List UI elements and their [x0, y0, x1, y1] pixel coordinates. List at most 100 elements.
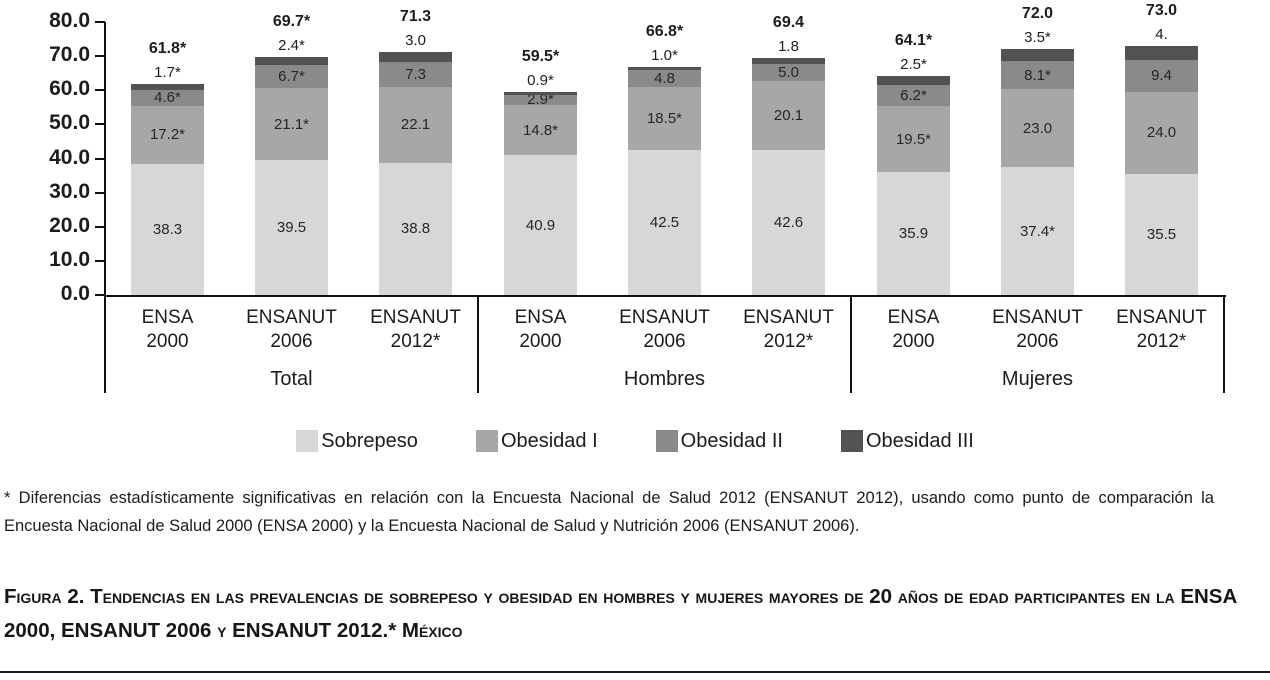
obesidad-iii-value-label: 1.0* [651, 47, 678, 65]
bar-segment-sobrepeso: 35.5 [1125, 173, 1198, 295]
y-axis-tick-label: 40.0 [49, 145, 90, 169]
x-axis-category-label: ENSANUT 2006 [222, 306, 362, 354]
x-axis-line [104, 295, 1226, 297]
x-axis-category-label: ENSANUT 2006 [595, 306, 735, 354]
y-axis-tick [95, 225, 105, 228]
category-label-line: ENSA [887, 307, 940, 328]
bar-total-label: 61.8* [148, 40, 187, 58]
x-axis-category-label: ENSA 2000 [844, 306, 984, 354]
bar-total-label: 69.7* [272, 13, 311, 31]
y-axis-tick [95, 294, 105, 296]
group-divider [477, 297, 479, 393]
y-axis-line [104, 22, 106, 393]
obesidad-iii-value-label: 1.8 [778, 38, 799, 56]
bar-segment-obesidad-ii: 9.4 [1125, 59, 1198, 92]
group-label: Total [270, 368, 313, 390]
legend-swatch [655, 430, 678, 452]
obesidad-iii-value-label: 2.4* [278, 37, 305, 55]
bar-segment-obesidad-iii [379, 52, 452, 63]
category-label-line: ENSA [514, 307, 567, 328]
bar-segment-obesidad-i: 20.1 [752, 81, 825, 150]
bar-segment-obesidad-ii: 6.2* [877, 84, 950, 106]
legend-swatch [296, 430, 319, 452]
category-label-line: 2012* [1136, 331, 1187, 352]
bar-segment-obesidad-ii: 7.3 [379, 62, 452, 88]
legend-label: Obesidad III [865, 429, 974, 452]
category-label-line: ENSANUT [246, 307, 337, 328]
category-label-line: 2000 [519, 331, 562, 352]
bar-segment-obesidad-i: 14.8* [504, 104, 577, 156]
bar-segment-obesidad-ii: 6.7* [255, 65, 328, 89]
obesidad-iii-value-label: 3.5* [1024, 29, 1051, 47]
bar-segment-obesidad-i: 21.1* [255, 88, 328, 161]
y-axis-tick-label: 10.0 [49, 247, 90, 271]
category-label-line: ENSANUT [992, 307, 1083, 328]
bar-segment-obesidad-i: 18.5* [628, 86, 701, 150]
bar-segment-sobrepeso: 38.3 [131, 164, 204, 295]
x-axis-category-label: ENSANUT 2012* [1092, 306, 1232, 354]
y-axis-tick [95, 191, 105, 194]
category-label-line: 2012* [390, 331, 441, 352]
y-axis-tick [95, 55, 105, 58]
y-axis-tick-label: 70.0 [49, 43, 90, 67]
bar-segment-obesidad-iii [877, 76, 950, 85]
bar-segment-obesidad-i: 17.2* [131, 105, 204, 165]
bar-segment-sobrepeso: 42.6 [752, 149, 825, 295]
bar-segment-obesidad-i: 23.0 [1001, 88, 1074, 168]
y-axis-tick [95, 157, 105, 160]
bar-segment-obesidad-iii [504, 91, 577, 96]
bar-segment-obesidad-iii [1001, 49, 1074, 62]
bar-segment-sobrepeso: 39.5 [255, 160, 328, 295]
bar-segment-sobrepeso: 40.9 [504, 155, 577, 295]
category-label-line: 2000 [146, 331, 189, 352]
legend-item: Obesidad II [655, 430, 783, 453]
bar-segment-obesidad-ii: 5.0 [752, 63, 825, 82]
category-label-line: 2006 [643, 331, 686, 352]
bar-total-label: 71.3 [399, 7, 432, 25]
y-axis-tick-label: 80.0 [49, 9, 90, 32]
bar-total-label: 69.4 [772, 14, 805, 32]
bar-segment-sobrepeso: 42.5 [628, 149, 701, 295]
legend-item: Sobrepeso [296, 430, 418, 453]
legend-swatch [840, 430, 863, 452]
chart-legend: Sobrepeso Obesidad I Obesidad II Obesidad I… [0, 428, 1270, 454]
x-axis-category-label: ENSANUT 2012* [719, 306, 859, 354]
category-label-line: ENSANUT [743, 307, 834, 328]
bar-segment-obesidad-ii: 4.6* [131, 89, 204, 106]
group-divider [850, 297, 852, 393]
category-label-line: 2012* [763, 331, 814, 352]
bar-segment-obesidad-iii [1125, 45, 1198, 60]
category-label-line: ENSA [141, 307, 194, 328]
x-axis-category-label: ENSA 2000 [471, 306, 611, 354]
obesidad-iii-value-label: 4. [1155, 25, 1168, 43]
y-axis-tick [95, 259, 105, 262]
obesidad-iii-value-label: 0.9* [527, 71, 554, 89]
y-axis-tick [95, 89, 105, 92]
bar-segment-obesidad-ii: 8.1* [1001, 61, 1074, 89]
bottom-rule [0, 671, 1270, 673]
bar-segment-obesidad-i: 19.5* [877, 105, 950, 173]
category-label-line: ENSANUT [619, 307, 710, 328]
chart: 80.0 70.0 60.0 50.0 40.0 30.0 20.0 10.0 0.0 Total… [49, 1, 1232, 393]
x-axis-category-label: ENSA 2000 [98, 306, 238, 354]
bar-total-label: 73.0 [1145, 1, 1178, 19]
category-label-line: 2000 [892, 331, 935, 352]
bar-segment-obesidad-i: 22.1 [379, 87, 452, 163]
bar-segment-sobrepeso: 38.8 [379, 162, 452, 295]
bar-segment-obesidad-iii [628, 67, 701, 71]
bar-segment-sobrepeso: 35.9 [877, 172, 950, 295]
obesidad-iii-value-label: 3.0 [405, 31, 426, 49]
x-axis-category-label: ENSANUT 2006 [968, 306, 1108, 354]
bar-total-label: 66.8* [645, 23, 684, 41]
bar-total-label: 64.1* [894, 32, 933, 50]
category-label-line: ENSANUT [370, 307, 461, 328]
bar-segment-obesidad-iii [752, 57, 825, 64]
bar-total-label: 59.5* [521, 47, 560, 65]
y-axis-tick-label: 20.0 [49, 213, 90, 237]
legend-label: Obesidad I [500, 429, 598, 452]
x-axis-category-label: ENSANUT 2012* [346, 306, 486, 354]
group-label: Mujeres [1001, 368, 1074, 390]
footnote: * Diferencias estadísticamente significa… [4, 489, 1214, 535]
bar-segment-obesidad-i: 24.0 [1125, 91, 1198, 174]
